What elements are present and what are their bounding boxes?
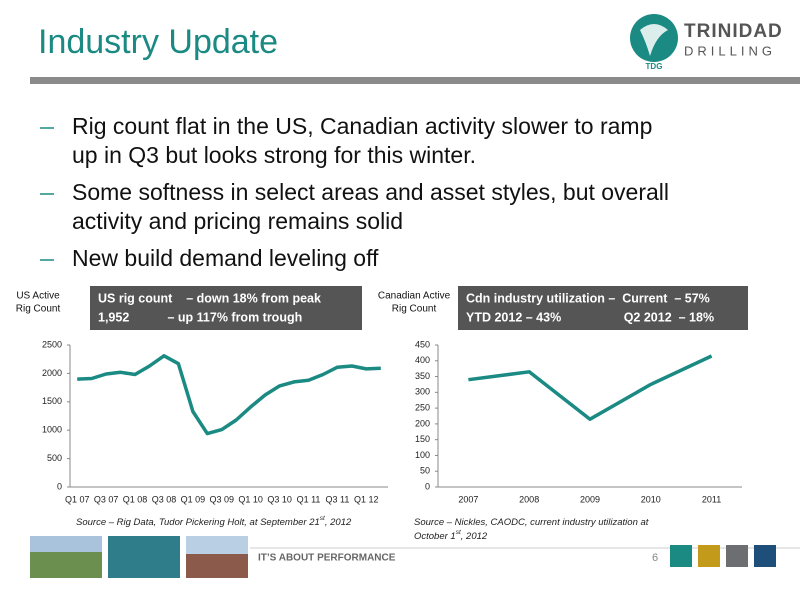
- x-tick-label: 2010: [641, 494, 661, 504]
- bullet-text: Some softness in select areas and asset …: [72, 179, 669, 205]
- y-tick-label: 400: [415, 355, 430, 365]
- color-square: [754, 545, 776, 567]
- x-tick-label: Q1 08: [123, 494, 148, 504]
- y-tick-label: 1500: [42, 396, 62, 406]
- info-box: [90, 286, 362, 330]
- x-tick-label: Q1 07: [65, 494, 90, 504]
- x-tick-label: 2011: [702, 494, 721, 504]
- y-tick-label: 350: [415, 371, 430, 381]
- info-text: 1,952 – up 117% from trough: [98, 310, 302, 324]
- logo-badge: TDG: [646, 62, 663, 71]
- y-tick-label: 250: [415, 402, 430, 412]
- source-text: Source – Nickles, CAODC, current industr…: [414, 517, 649, 528]
- x-tick-label: Q1 10: [238, 494, 263, 504]
- photo: [186, 536, 248, 554]
- bullet-text: Rig count flat in the US, Canadian activ…: [72, 113, 652, 139]
- slide-title: Industry Update: [38, 23, 278, 61]
- source-note: October 1st, 2012: [414, 529, 488, 542]
- source-note: Source – Rig Data, Tudor Pickering Holt,…: [76, 515, 352, 528]
- photo: [108, 536, 180, 578]
- color-square: [698, 545, 720, 567]
- x-tick-label: Q3 10: [267, 494, 292, 504]
- bullet-text: up in Q3 but looks strong for this winte…: [72, 142, 476, 168]
- color-square: [670, 545, 692, 567]
- source-text: October 1: [414, 531, 456, 542]
- page-number: 6: [652, 552, 658, 564]
- bullet-text: activity and pricing remains solid: [72, 208, 403, 234]
- y-tick-label: 450: [415, 339, 430, 349]
- source-text: Source – Rig Data, Tudor Pickering Holt,…: [76, 517, 320, 528]
- y-tick-label: 0: [57, 481, 62, 491]
- data-line: [468, 354, 713, 421]
- x-tick-label: Q3 07: [94, 494, 119, 504]
- y-tick-label: 1000: [42, 425, 62, 435]
- y-axis-label: US Active: [16, 291, 60, 302]
- y-tick-label: 2000: [42, 368, 62, 378]
- logo-globe: [640, 24, 668, 56]
- tagline: IT’S ABOUT PERFORMANCE: [258, 553, 396, 564]
- source-note: Source – Nickles, CAODC, current industr…: [414, 517, 649, 528]
- x-tick-label: 2009: [580, 494, 600, 504]
- y-axis-label: Rig Count: [392, 304, 437, 315]
- y-tick-label: 150: [415, 434, 430, 444]
- y-tick-label: 50: [420, 466, 430, 476]
- info-text: US rig count – down 18% from peak: [98, 291, 321, 305]
- y-tick-label: 200: [415, 418, 430, 428]
- bullet-text: New build demand leveling off: [72, 245, 379, 271]
- info-text: YTD 2012 – 43% Q2 2012 – 18%: [466, 310, 714, 324]
- y-tick-label: 0: [425, 481, 430, 491]
- footer: IT’S ABOUT PERFORMANCE 6: [30, 536, 800, 578]
- y-axis-label: Canadian Active: [378, 291, 451, 302]
- photo: [30, 536, 102, 552]
- x-tick-label: Q1 09: [181, 494, 206, 504]
- x-tick-label: Q1 12: [354, 494, 379, 504]
- x-tick-label: Q3 08: [152, 494, 177, 504]
- x-tick-label: Q3 09: [210, 494, 235, 504]
- y-axis-label: Rig Count: [16, 304, 61, 315]
- data-line: [77, 354, 381, 436]
- logo-sub: DRILLING: [684, 43, 776, 58]
- x-tick-label: 2008: [519, 494, 539, 504]
- y-tick-label: 500: [47, 453, 62, 463]
- x-tick-label: Q3 11: [325, 494, 349, 504]
- color-square: [726, 545, 748, 567]
- y-tick-label: 100: [415, 450, 430, 460]
- y-tick-label: 2500: [42, 339, 62, 349]
- x-tick-label: Q1 11: [297, 494, 321, 504]
- source-text: , 2012: [325, 517, 352, 528]
- superscript: st: [320, 515, 326, 522]
- superscript: st: [456, 529, 462, 536]
- y-tick-label: 300: [415, 387, 430, 397]
- title-rule: [30, 77, 800, 84]
- info-text: Cdn industry utilization – Current – 57%: [466, 291, 710, 305]
- logo-name: TRINIDAD: [684, 21, 783, 42]
- info-box: [458, 286, 748, 330]
- x-tick-label: 2007: [458, 494, 478, 504]
- source-text: , 2012: [461, 531, 488, 542]
